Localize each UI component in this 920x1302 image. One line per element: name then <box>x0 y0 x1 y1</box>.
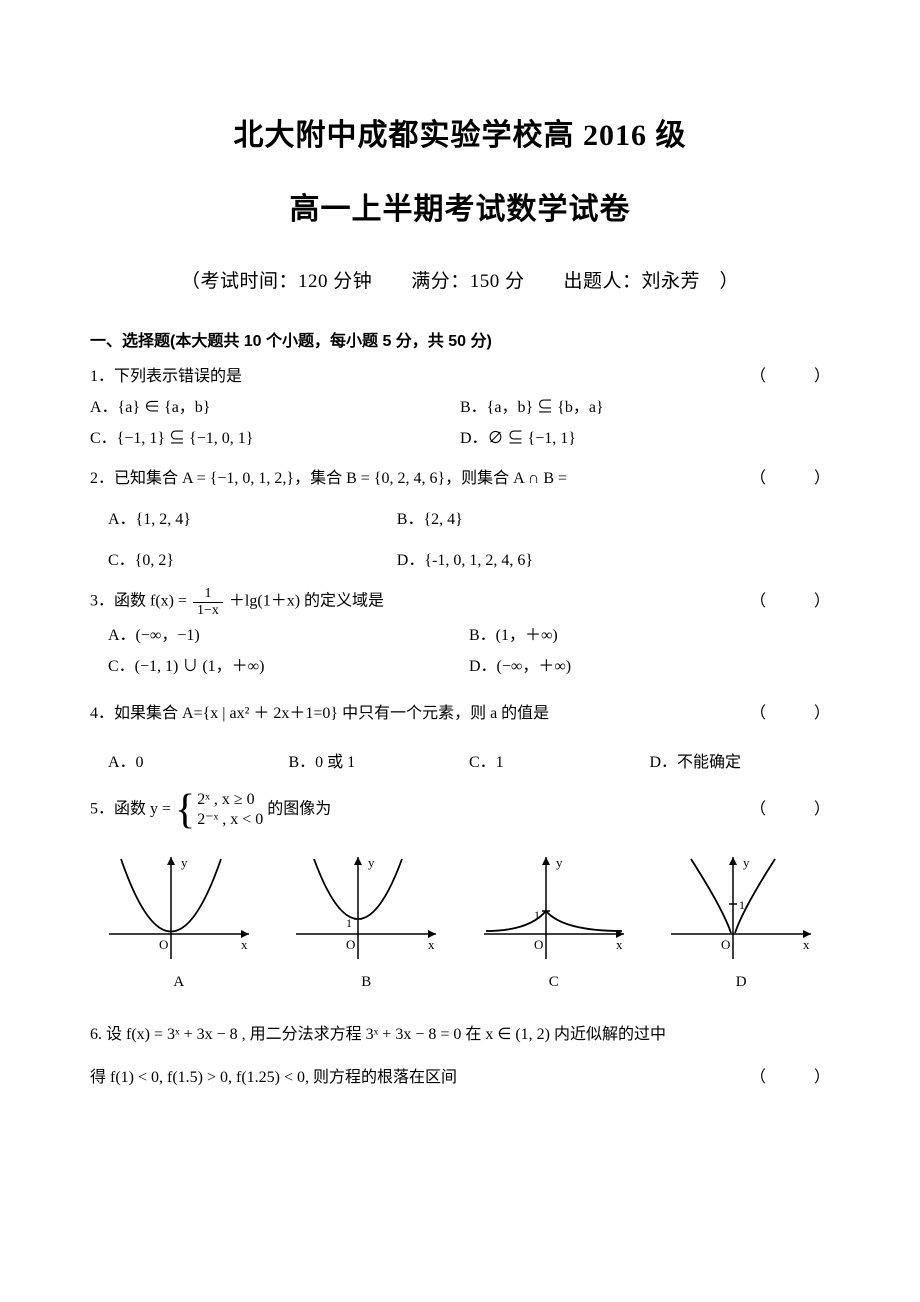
q3-opt-c: C．(−1, 1) ∪ (1，＋∞) <box>108 653 469 680</box>
q4-opt-b: B．0 或 1 <box>289 749 470 776</box>
q3-opt-b: B．(1，＋∞) <box>469 622 830 649</box>
q4-opt-a: A．0 <box>108 749 289 776</box>
q1-blank: （ ） <box>750 363 830 390</box>
q5-piecewise: { 2ˣ , x ≥ 0 2⁻ˣ , x < 0 <box>175 789 263 831</box>
section-1-heading: 一、选择题(本大题共 10 个小题，每小题 5 分，共 50 分) <box>90 327 830 351</box>
q5-graph-row: O y x A 1 O y x <box>90 849 830 996</box>
q1-opt-c: C．{−1, 1} ⊆ {−1, 0, 1} <box>90 425 460 452</box>
svg-text:x: x <box>616 937 623 952</box>
svg-text:O: O <box>346 937 355 952</box>
svg-text:1: 1 <box>346 916 352 930</box>
question-3: 3．函数 f(x) = 1 1−x ＋lg(1＋x) 的定义域是 （ ） A．(… <box>90 586 830 680</box>
q5-graph-c: 1 O y x C <box>465 849 643 996</box>
question-6: 6. 设 f(x) = 3ˣ + 3x − 8 , 用二分法求方程 3ˣ + 3… <box>90 1021 830 1091</box>
q1-stem: 1．下列表示错误的是 <box>90 363 750 390</box>
question-5: 5．函数 y = { 2ˣ , x ≥ 0 2⁻ˣ , x < 0 的图像为 （… <box>90 789 830 996</box>
q2-opt-c: C．{0, 2} <box>108 547 397 574</box>
q5-graph-a: O y x A <box>90 849 268 996</box>
q5-graph-b-label: B <box>361 970 371 996</box>
q5-graph-c-label: C <box>549 970 559 996</box>
question-1: 1．下列表示错误的是 （ ） A．{a} ∈ {a，b} B．{a，b} ⊆ {… <box>90 363 830 453</box>
q2-opt-a: A．{1, 2, 4} <box>108 506 397 533</box>
q5-graph-a-label: A <box>173 970 184 996</box>
q5-stem: 5．函数 y = { 2ˣ , x ≥ 0 2⁻ˣ , x < 0 的图像为 <box>90 789 750 831</box>
svg-text:1: 1 <box>739 898 745 912</box>
question-2: 2．已知集合 A = {−1, 0, 1, 2,}，集合 B = {0, 2, … <box>90 465 830 575</box>
q5-graph-b: 1 O y x B <box>277 849 455 996</box>
svg-text:y: y <box>556 855 563 870</box>
svg-text:O: O <box>721 937 730 952</box>
q2-blank: （ ） <box>750 465 830 492</box>
q4-opt-c: C．1 <box>469 749 650 776</box>
q5-case-2: 2⁻ˣ , x < 0 <box>197 810 263 830</box>
title-line-2: 高一上半期考试数学试卷 <box>90 184 830 228</box>
graph-d-svg: 1 O y x <box>661 849 821 964</box>
q4-blank: （ ） <box>750 700 830 727</box>
q6-line-1: 6. 设 f(x) = 3ˣ + 3x − 8 , 用二分法求方程 3ˣ + 3… <box>90 1021 830 1048</box>
graph-b-svg: 1 O y x <box>286 849 446 964</box>
q1-opt-d: D．∅ ⊆ {−1, 1} <box>460 425 830 452</box>
q3-frac-num: 1 <box>193 586 223 602</box>
q3-opt-a: A．(−∞，−1) <box>108 622 469 649</box>
question-4: 4．如果集合 A={x | ax² ＋ 2x＋1=0} 中只有一个元素，则 a … <box>90 700 830 776</box>
q5-stem-post: 的图像为 <box>267 800 331 817</box>
q6-blank: （ ） <box>750 1064 830 1091</box>
q2-opt-b: B．{2, 4} <box>397 506 758 533</box>
q2-opt-d: D．{-1, 0, 1, 2, 4, 6} <box>397 547 758 574</box>
exam-page: 北大附中成都实验学校高 2016 级 高一上半期考试数学试卷 （考试时间：120… <box>0 0 920 1152</box>
title-line-1: 北大附中成都实验学校高 2016 级 <box>90 110 830 154</box>
q3-fraction: 1 1−x <box>193 586 223 618</box>
svg-text:x: x <box>241 937 248 952</box>
q5-case-1: 2ˣ , x ≥ 0 <box>197 790 263 810</box>
svg-text:y: y <box>743 855 750 870</box>
brace-icon: { <box>175 789 195 831</box>
q3-blank: （ ） <box>750 588 830 615</box>
svg-text:O: O <box>534 937 543 952</box>
svg-text:O: O <box>159 937 168 952</box>
q3-stem: 3．函数 f(x) = 1 1−x ＋lg(1＋x) 的定义域是 <box>90 586 750 618</box>
svg-text:y: y <box>368 855 375 870</box>
q5-graph-d-label: D <box>736 970 747 996</box>
exam-info: （考试时间：120 分钟 满分：150 分 出题人：刘永芳 ） <box>90 266 830 293</box>
svg-text:1: 1 <box>534 908 540 922</box>
svg-text:x: x <box>428 937 435 952</box>
q5-blank: （ ） <box>750 796 830 823</box>
svg-text:x: x <box>803 937 810 952</box>
q4-opt-d: D．不能确定 <box>650 749 831 776</box>
q4-stem: 4．如果集合 A={x | ax² ＋ 2x＋1=0} 中只有一个元素，则 a … <box>90 700 750 727</box>
q3-opt-d: D．(−∞，＋∞) <box>469 653 830 680</box>
q5-stem-pre: 5．函数 y = <box>90 800 171 817</box>
graph-a-svg: O y x <box>99 849 259 964</box>
q1-opt-a: A．{a} ∈ {a，b} <box>90 394 460 421</box>
q3-stem-post: ＋lg(1＋x) 的定义域是 <box>229 593 384 610</box>
q5-graph-d: 1 O y x D <box>652 849 830 996</box>
q1-opt-b: B．{a，b} ⊆ {b，a} <box>460 394 830 421</box>
svg-text:y: y <box>181 855 188 870</box>
q3-stem-pre: 3．函数 f(x) = <box>90 593 187 610</box>
graph-c-svg: 1 O y x <box>474 849 634 964</box>
q2-stem: 2．已知集合 A = {−1, 0, 1, 2,}，集合 B = {0, 2, … <box>90 465 750 492</box>
q6-line-2: 得 f(1) < 0, f(1.5) > 0, f(1.25) < 0, 则方程… <box>90 1064 750 1091</box>
q3-frac-den: 1−x <box>193 603 223 618</box>
